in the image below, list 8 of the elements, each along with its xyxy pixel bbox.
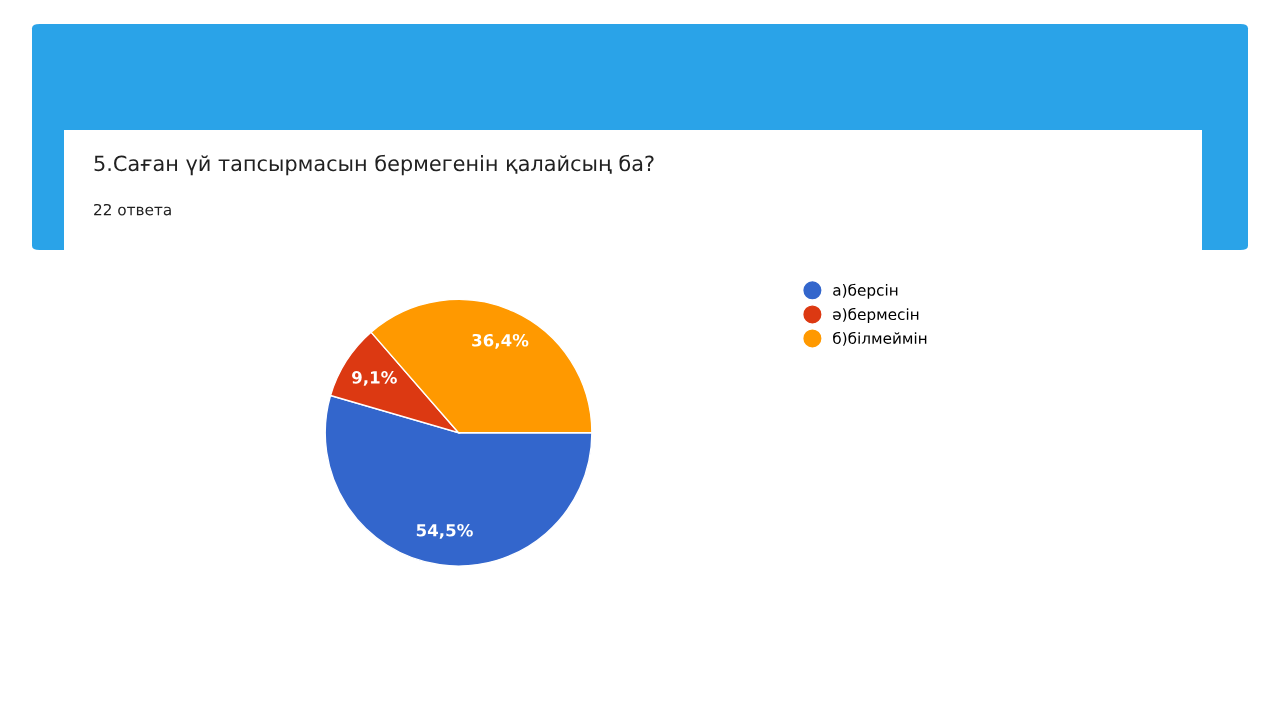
legend-label: ә)бермесін [833,307,919,324]
legend-label: а)берсін [833,283,898,299]
chart-title: 5.Саған үй тапсырмасын бермегенін қалайсың ба? [94,154,654,176]
data-label: 54,5% [416,523,473,539]
data-label: 9,1% [352,371,397,386]
legend-label: б)білмеймін [833,331,927,346]
text: 22 ответа [94,203,171,216]
data-label: 36,4% [472,333,529,349]
